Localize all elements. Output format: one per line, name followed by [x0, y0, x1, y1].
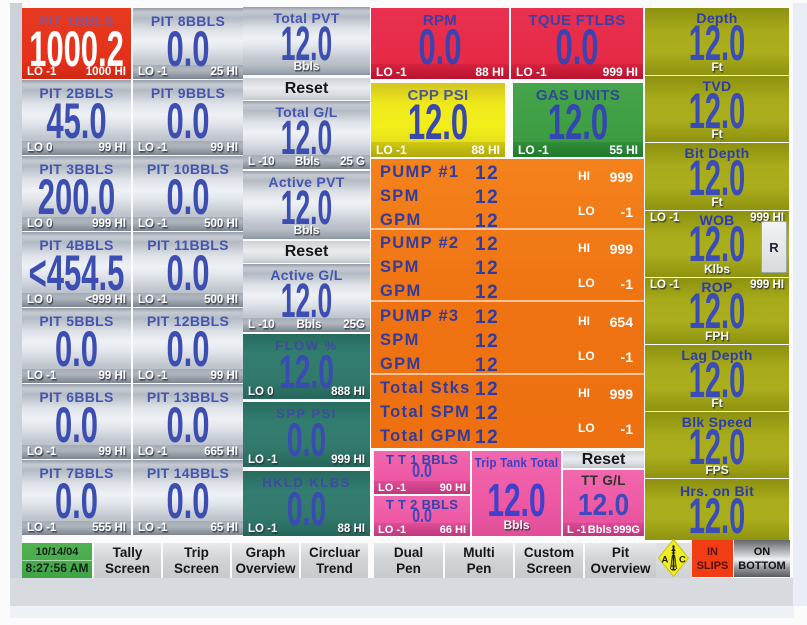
- svg-text:A: A: [662, 555, 669, 566]
- svg-text:C: C: [679, 555, 686, 566]
